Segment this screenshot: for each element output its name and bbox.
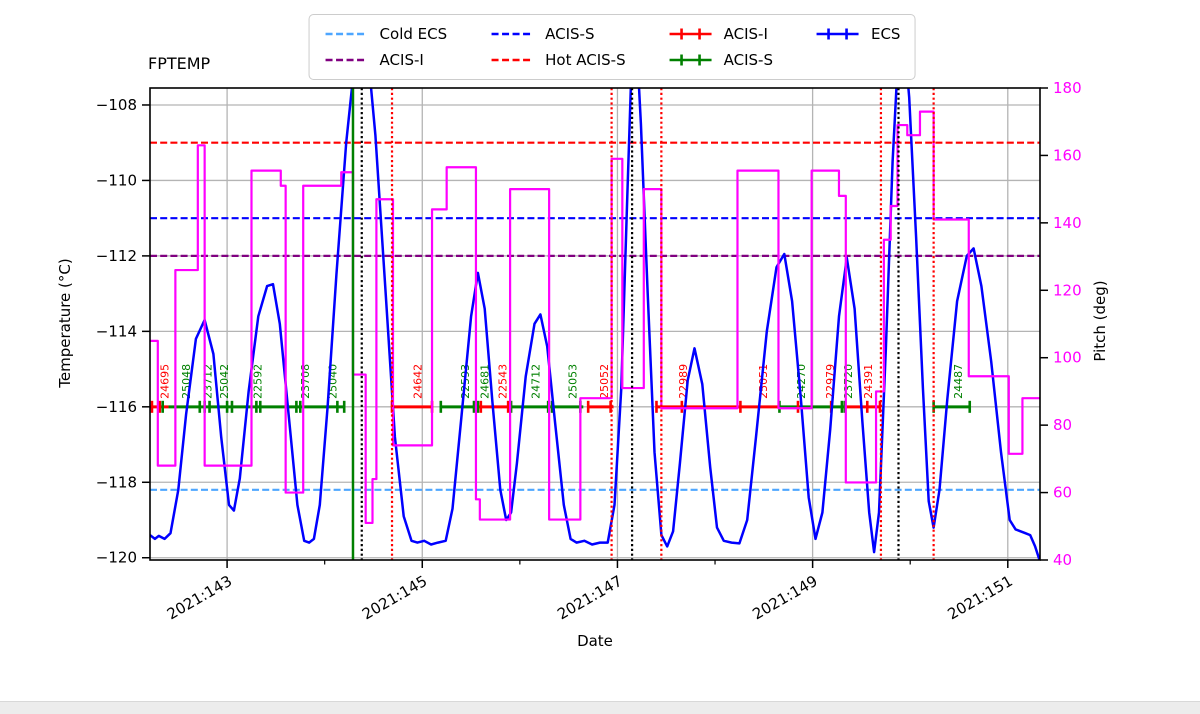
y-axis-label-pitch: Pitch (deg) [1091,280,1109,362]
legend-dashed-line-sample [325,32,368,36]
pitch-tick-label: 160 [1053,146,1082,164]
temp-tick-label: −118 [96,473,137,491]
legend-dashed-line-sample [325,58,368,62]
ecs-line [150,88,1040,560]
legend-errorbar-sample [816,28,859,40]
obsid-label: 24642 [411,364,424,399]
legend-label: ACIS-S [723,51,773,69]
pitch-tick-label: 60 [1053,484,1072,502]
legend-label: ACIS-I [723,25,768,43]
legend-dashed-line-sample [491,32,534,36]
legend-errorbar-sample [669,28,712,40]
obsid-label: 23712 [202,364,215,399]
obsid-label: 25042 [218,364,231,399]
legend-label: ACIS-S [545,25,595,43]
legend-item: ACIS-I [668,25,773,43]
pitch-tick-label: 80 [1053,416,1072,434]
obsid-label: 25052 [598,364,611,399]
obsid-label: 22543 [496,364,509,399]
x-axis-label: Date [577,632,613,650]
legend-item: ACIS-I [324,51,448,69]
limit-lines [150,141,1040,491]
obsid-label: 24695 [159,364,172,399]
obsid-label: 23708 [299,364,312,399]
obsid-markers: 24695 25048 23712 25042 22592 23708 25040 24642… [150,364,972,413]
plot-frame [149,87,1041,561]
event-vlines [351,88,935,560]
obsid-label: 24391 [862,364,875,399]
legend: Cold ECS ACIS-I ACIS-S Hot ACIS-S ACIS-I ACIS… [308,14,916,80]
obsid-label: 23720 [842,364,855,399]
temp-tick-label: −112 [96,247,137,265]
date-tick-label: 2021:147 [554,572,625,624]
legend-errorbar-sample [669,54,712,66]
pitch-tick-label: 140 [1053,214,1082,232]
legend-dashed-line-sample [491,58,534,62]
legend-label: ACIS-I [379,51,424,69]
obsid-label: 24681 [479,364,492,399]
legend-label: Cold ECS [379,25,448,43]
obsid-label: 22592 [251,364,264,399]
temp-tick-label: −114 [96,322,137,340]
temp-tick-label: −120 [96,549,137,567]
y-axis-label-temperature: Temperature (°C) [56,258,74,388]
legend-item: Cold ECS [324,25,448,43]
pitch-tick-label: 180 [1053,79,1082,97]
plot-title: FPTEMP [148,54,211,73]
pitch-tick-label: 120 [1053,281,1082,299]
temp-tick-label: −116 [96,398,137,416]
pitch-tick-label: 100 [1053,349,1082,367]
legend-item: ECS [815,25,900,43]
window-footer-bar [0,701,1200,714]
date-tick-label: 2021:149 [749,572,820,624]
legend-item: Hot ACIS-S [489,51,626,69]
temp-tick-label: −108 [96,96,137,114]
obsid-label: 24712 [529,364,542,399]
date-tick-label: 2021:143 [164,572,235,624]
legend-label: ECS [870,25,901,43]
legend-item: ACIS-S [489,25,625,43]
temp-tick-label: −110 [96,171,137,189]
date-tick-label: 2021:151 [945,572,1016,624]
obsid-label: 24487 [952,364,965,399]
date-tick-label: 2021:145 [359,572,430,624]
obsid-label: 25053 [567,364,580,399]
pitch-line [150,110,1040,525]
legend-label: Hot ACIS-S [545,51,626,69]
pitch-tick-label: 40 [1053,551,1072,569]
legend-item: ACIS-S [668,51,773,69]
